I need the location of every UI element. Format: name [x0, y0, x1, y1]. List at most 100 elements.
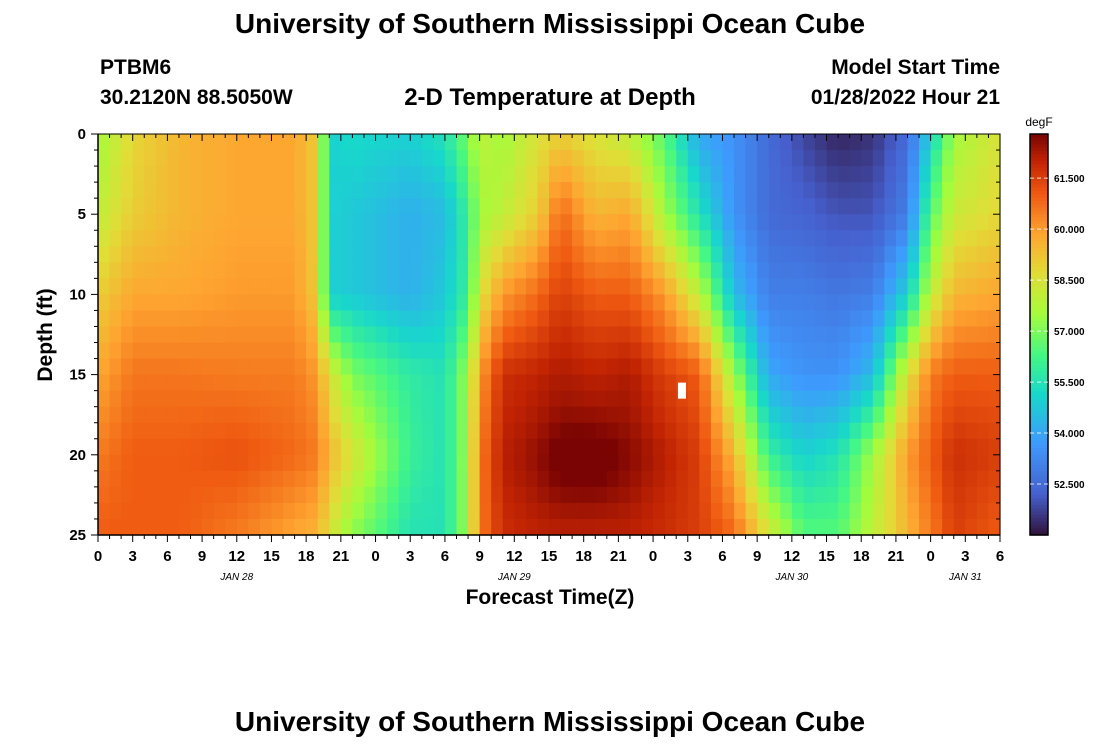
- heatmap-cell: [595, 278, 608, 295]
- heatmap-cell: [121, 134, 134, 151]
- colorbar-segment: [1030, 488, 1048, 493]
- heatmap-cell: [606, 278, 619, 295]
- heatmap-cell: [514, 502, 527, 520]
- heatmap-cell: [653, 310, 666, 328]
- heatmap-cell: [294, 502, 307, 520]
- heatmap-cell: [583, 470, 596, 488]
- heatmap-cell: [398, 310, 411, 328]
- heatmap-cell: [98, 374, 111, 392]
- heatmap-cell: [259, 246, 273, 263]
- heatmap-cell: [537, 358, 550, 376]
- heatmap-cell: [629, 166, 643, 183]
- heatmap-cell: [791, 326, 805, 344]
- heatmap-cell: [491, 150, 504, 167]
- colorbar-unit: degF: [1025, 115, 1052, 129]
- heatmap-cell: [595, 150, 608, 167]
- heatmap-cell: [629, 342, 643, 360]
- colorbar-segment: [1030, 150, 1048, 155]
- colorbar-tick-label: 55.500: [1054, 378, 1085, 389]
- heatmap-cell: [433, 390, 446, 408]
- heatmap-cell: [132, 358, 145, 376]
- heatmap-cell: [884, 182, 897, 199]
- heatmap-cell: [468, 150, 481, 167]
- heatmap-cell: [479, 502, 492, 520]
- heatmap-cell: [549, 310, 562, 328]
- colorbar-segment: [1030, 240, 1048, 245]
- colorbar-segment: [1030, 357, 1048, 362]
- heatmap-cell: [491, 502, 504, 520]
- heatmap-cell: [479, 230, 492, 247]
- colorbar-segment: [1030, 444, 1048, 449]
- heatmap-cell: [687, 374, 700, 392]
- heatmap-cell: [259, 150, 273, 167]
- heatmap-cell: [121, 214, 134, 231]
- heatmap-cell: [514, 406, 527, 424]
- colorbar-segment: [1030, 207, 1048, 212]
- heatmap-cell: [387, 374, 400, 392]
- colorbar-segment: [1030, 200, 1048, 205]
- heatmap-cell: [213, 486, 226, 504]
- heatmap-cell: [317, 438, 330, 456]
- heatmap-cell: [132, 518, 145, 536]
- heatmap-cell: [202, 342, 215, 360]
- heatmap-cell: [976, 230, 990, 247]
- heatmap-cell: [572, 374, 585, 392]
- heatmap-cell: [225, 278, 238, 295]
- heatmap-cell: [653, 326, 666, 344]
- heatmap-cell: [271, 470, 284, 488]
- heatmap-cell: [537, 390, 550, 408]
- heatmap-cell: [178, 214, 192, 231]
- heatmap-cell: [502, 518, 515, 536]
- heatmap-cell: [525, 134, 539, 151]
- heatmap-cell: [710, 470, 724, 488]
- heatmap-cell: [433, 198, 446, 215]
- heatmap-cell: [167, 214, 180, 231]
- heatmap-cell: [271, 518, 284, 536]
- heatmap-cell: [826, 310, 839, 328]
- heatmap-cell: [583, 134, 596, 151]
- heatmap-cell: [734, 518, 747, 536]
- heatmap-cell: [618, 326, 631, 344]
- heatmap-cell: [560, 326, 573, 344]
- heatmap-cell: [629, 278, 643, 295]
- heatmap-cell: [178, 230, 192, 247]
- heatmap-cell: [907, 486, 920, 504]
- heatmap-cell: [953, 310, 966, 328]
- heatmap-cell: [664, 278, 677, 295]
- heatmap-cell: [294, 182, 307, 199]
- heatmap-cell: [849, 230, 862, 247]
- heatmap-cell: [317, 502, 330, 520]
- heatmap-cell: [745, 406, 758, 424]
- heatmap-cell: [687, 422, 700, 440]
- heatmap-cell: [155, 294, 168, 312]
- colorbar-segment: [1030, 137, 1048, 142]
- heatmap-cell: [421, 134, 434, 151]
- heatmap-cell: [155, 166, 168, 183]
- colorbar-segment: [1030, 214, 1048, 219]
- heatmap-cell: [317, 134, 330, 151]
- colorbar-segment: [1030, 354, 1048, 359]
- heatmap-cell: [202, 246, 215, 263]
- heatmap-cell: [791, 166, 805, 183]
- heatmap-cell: [514, 422, 527, 440]
- heatmap-cell: [190, 310, 203, 328]
- heatmap-cell: [699, 374, 712, 392]
- heatmap-cell: [803, 150, 816, 167]
- heatmap-cell: [710, 406, 724, 424]
- heatmap-cell: [225, 166, 238, 183]
- heatmap-cell: [595, 262, 608, 279]
- heatmap-cell: [236, 438, 249, 456]
- heatmap-cell: [641, 406, 654, 424]
- heatmap-cell: [953, 438, 966, 456]
- heatmap-cell: [479, 134, 492, 151]
- x-tick-label: 15: [263, 548, 280, 565]
- heatmap-cell: [629, 454, 643, 472]
- heatmap-cell: [410, 294, 423, 312]
- heatmap-cell: [329, 262, 342, 279]
- heatmap-cell: [398, 342, 411, 360]
- heatmap-cell: [838, 262, 851, 279]
- heatmap-cell: [583, 262, 596, 279]
- heatmap-cell: [583, 310, 596, 328]
- heatmap-cell: [502, 134, 515, 151]
- heatmap-cell: [884, 150, 897, 167]
